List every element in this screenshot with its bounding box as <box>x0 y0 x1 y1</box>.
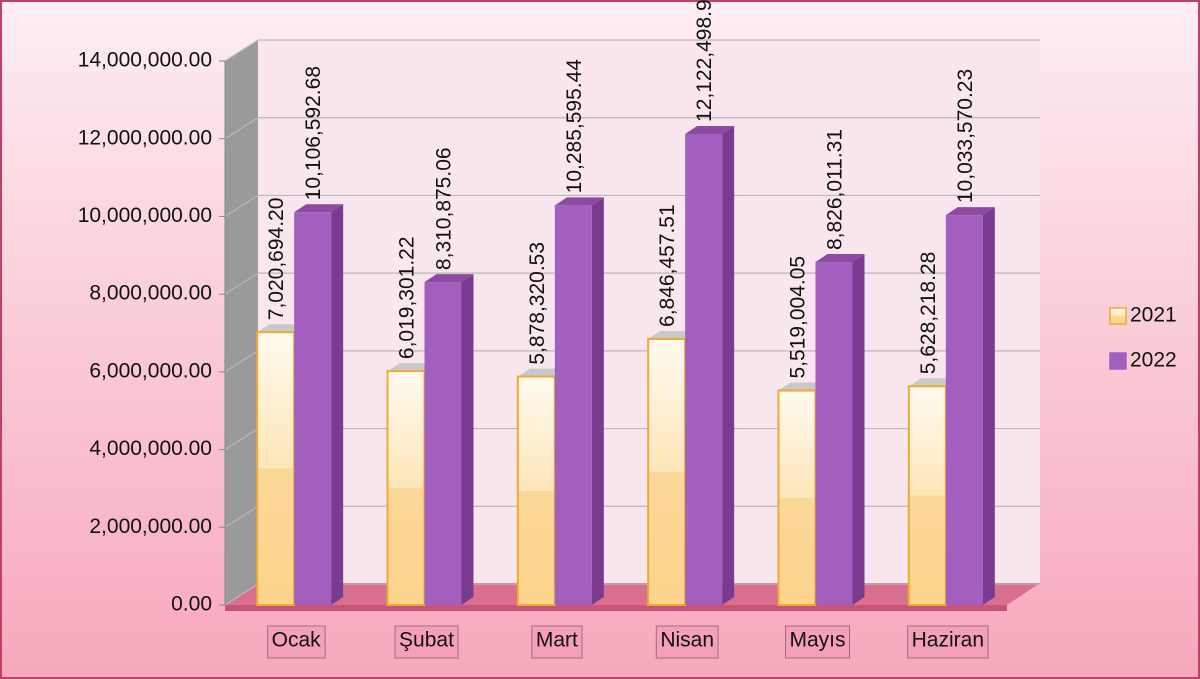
x-tick-label: Nisan <box>660 629 714 652</box>
value-label: 5,519,004.05 <box>787 256 810 379</box>
bar <box>815 262 853 605</box>
value-label: 6,846,457.51 <box>656 204 679 327</box>
x-tick-label: Haziran <box>912 629 984 652</box>
y-tick-label: 6,000,000.00 <box>89 359 212 382</box>
bar-side <box>591 197 604 605</box>
bar-top <box>517 368 567 377</box>
grid-line-side <box>224 583 259 606</box>
bar <box>424 282 462 605</box>
legend-swatch <box>1109 352 1127 370</box>
bar-side <box>982 207 995 605</box>
x-tick-box <box>394 625 459 659</box>
bar-top <box>257 324 307 333</box>
x-tick-box <box>531 625 583 659</box>
bar-top <box>908 378 958 387</box>
y-tick-label: 0.00 <box>171 593 212 616</box>
bar-side <box>852 254 865 605</box>
grid-line-side <box>224 272 259 295</box>
x-tick-box <box>267 625 326 659</box>
grid-line-side <box>224 194 259 217</box>
bar <box>647 337 687 606</box>
bar <box>294 212 332 605</box>
x-tick-label: Ocak <box>272 629 322 652</box>
bar-top <box>648 330 698 339</box>
value-label: 5,628,218.28 <box>917 252 940 375</box>
bar-top <box>294 204 344 213</box>
grid-line-side <box>224 39 259 62</box>
grid-line-side <box>224 117 259 140</box>
bar <box>256 331 296 606</box>
value-label: 8,310,875.06 <box>433 147 456 270</box>
grid-line-side <box>224 350 259 373</box>
bar <box>685 133 723 605</box>
y-tick-label: 14,000,000.00 <box>78 49 212 72</box>
legend-swatch <box>1109 307 1127 325</box>
x-tick-box <box>784 625 851 659</box>
value-label: 12,122,498.93 <box>693 0 716 122</box>
value-label: 6,019,301.22 <box>396 236 419 359</box>
value-label: 8,826,011.31 <box>824 129 847 250</box>
bar-top <box>778 382 828 391</box>
y-tick-label: 4,000,000.00 <box>89 437 212 460</box>
x-tick-label: Mart <box>536 629 578 652</box>
bar-top <box>945 207 995 216</box>
value-label: 5,878,320.53 <box>526 242 549 365</box>
floor-edge <box>225 605 1007 611</box>
value-label: 10,285,595.44 <box>563 59 586 194</box>
y-tick-label: 2,000,000.00 <box>89 515 212 538</box>
bar-top <box>554 197 604 206</box>
bar <box>554 205 592 605</box>
bar-top <box>424 274 474 283</box>
x-tick-label: Şubat <box>399 629 454 652</box>
x-tick-label: Mayıs <box>789 629 845 652</box>
bar-top <box>815 254 865 263</box>
x-tick-box <box>655 625 719 659</box>
bar-top <box>387 363 437 372</box>
bar <box>777 389 817 606</box>
y-tick-label: 8,000,000.00 <box>89 282 212 305</box>
value-label: 10,106,592.68 <box>302 66 325 200</box>
x-tick-box <box>907 625 989 659</box>
bar-top <box>685 125 735 134</box>
bar <box>945 215 983 605</box>
grid-line-side <box>224 428 259 451</box>
bar-side <box>331 204 344 605</box>
y-tick-label: 10,000,000.00 <box>78 204 212 227</box>
bar <box>386 370 426 606</box>
grid-line-side <box>224 505 259 528</box>
value-label: 10,033,570.23 <box>954 69 977 203</box>
y-tick-label: 12,000,000.00 <box>78 126 212 149</box>
bar <box>907 385 947 607</box>
bar-side <box>722 125 735 605</box>
legend-label: 2022 <box>1130 349 1177 372</box>
bar-side <box>461 274 474 605</box>
side-wall <box>225 40 258 605</box>
legend-label: 2021 <box>1130 304 1177 327</box>
bar <box>516 375 556 606</box>
value-label: 7,020,694.20 <box>265 198 288 321</box>
